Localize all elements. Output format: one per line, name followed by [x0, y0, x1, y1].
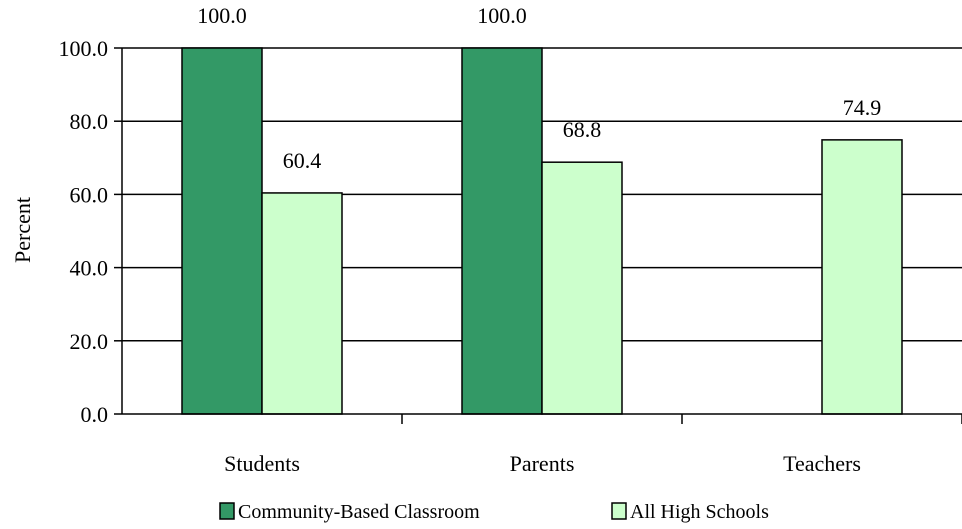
- x-category-label: Teachers: [783, 451, 861, 476]
- legend-swatch: [219, 502, 235, 520]
- data-labels: 100.0 60.4 100.0 68.8 74.9: [197, 3, 881, 173]
- y-tick-label: 20.0: [70, 329, 109, 354]
- bar: [261, 192, 343, 415]
- x-category-label: Parents: [510, 451, 575, 476]
- data-label: 74.9: [843, 95, 882, 120]
- bar: [461, 47, 543, 415]
- data-label: 60.4: [283, 148, 322, 173]
- data-label: 68.8: [563, 117, 602, 142]
- bar: [181, 47, 263, 415]
- bar: [541, 161, 623, 415]
- axes: 0.0 20.0 40.0 60.0 80.0 100.0 Students Parents T…: [59, 36, 962, 476]
- legend-label: Community-Based Classroom: [238, 501, 480, 523]
- bar: [821, 139, 903, 415]
- y-tick-label: 100.0: [59, 36, 109, 61]
- legend-label: All High Schools: [630, 501, 769, 523]
- data-label: 100.0: [197, 3, 247, 28]
- y-tick-label: 0.0: [81, 402, 109, 427]
- y-axis-title: Percent: [10, 197, 35, 263]
- bars: [181, 47, 903, 415]
- legend: Community-Based Classroom All High School…: [219, 501, 769, 523]
- x-category-label: Students: [224, 451, 300, 476]
- y-tick-label: 80.0: [70, 109, 109, 134]
- y-tick-label: 60.0: [70, 182, 109, 207]
- legend-swatch: [611, 502, 627, 520]
- data-label: 100.0: [477, 3, 527, 28]
- y-tick-label: 40.0: [70, 256, 109, 281]
